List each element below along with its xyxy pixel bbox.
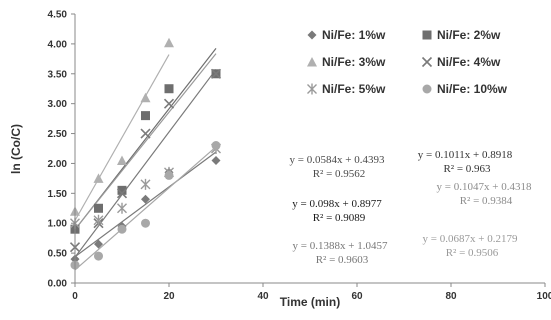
equation-text: y = 0.1388x + 1.0457 bbox=[293, 240, 388, 252]
data-point bbox=[164, 84, 174, 94]
legend-label: Ni/Fe: 3%w bbox=[322, 55, 386, 69]
legend-label: Ni/Fe: 10%w bbox=[437, 82, 508, 96]
data-point bbox=[117, 224, 127, 234]
data-point bbox=[141, 111, 150, 121]
legend-label: Ni/Fe: 4%w bbox=[437, 55, 501, 69]
data-point bbox=[140, 92, 151, 103]
legend-marker bbox=[307, 57, 317, 67]
data-point bbox=[117, 155, 127, 165]
r-squared-text: R² = 0.9506 bbox=[446, 247, 499, 259]
x-tick-label: 100 bbox=[537, 291, 551, 302]
data-point bbox=[94, 251, 103, 261]
data-point bbox=[93, 173, 104, 183]
data-point bbox=[211, 155, 221, 165]
equation-text: y = 0.0584x + 0.4393 bbox=[290, 154, 385, 166]
data-point bbox=[210, 68, 222, 79]
legend: Ni/Fe: 1%w Ni/Fe: 2%w Ni/Fe: 3%w Ni/Fe: 4%w… bbox=[307, 28, 508, 96]
x-axis-label: Time (min) bbox=[280, 295, 340, 309]
y-tick-label: 4.00 bbox=[48, 39, 68, 50]
data-point bbox=[141, 194, 150, 204]
equation-text: y = 0.098x + 0.8977 bbox=[292, 198, 382, 210]
y-axis-label: ln (Co/C) bbox=[9, 124, 23, 174]
x-tick-label: 60 bbox=[351, 291, 363, 302]
y-tick-label: 0.50 bbox=[48, 249, 68, 260]
data-point bbox=[211, 141, 221, 151]
y-tick-label: 2.00 bbox=[48, 159, 68, 170]
data-point bbox=[164, 170, 174, 180]
x-tick-label: 40 bbox=[257, 291, 269, 302]
legend-marker bbox=[422, 30, 432, 40]
equation-text: y = 0.1047x + 0.4318 bbox=[437, 181, 532, 193]
legend-marker bbox=[307, 83, 317, 95]
trendline-equations: y = 0.0584x + 0.4393 R² = 0.9562 y = 0.101… bbox=[290, 149, 532, 266]
y-tick-label: 3.50 bbox=[48, 69, 68, 80]
x-tick-label: 20 bbox=[163, 291, 175, 302]
trendline bbox=[74, 53, 217, 230]
equation-text: y = 0.0687x + 0.2179 bbox=[423, 233, 518, 245]
axis-ticks: 0.00 0.50 1.00 1.50 2.00 2.50 3.00 3.50 4.00 4.50… bbox=[48, 10, 551, 303]
legend-marker bbox=[421, 56, 433, 68]
data-point bbox=[164, 37, 174, 48]
legend-label: Ni/Fe: 1%w bbox=[322, 28, 386, 42]
trendline bbox=[74, 151, 217, 258]
y-tick-label: 1.50 bbox=[48, 189, 68, 200]
y-tick-label: 3.00 bbox=[48, 99, 68, 110]
data-point bbox=[93, 214, 104, 226]
data-point bbox=[94, 239, 103, 249]
data-point bbox=[117, 185, 127, 195]
data-point bbox=[117, 202, 127, 214]
data-markers bbox=[69, 37, 222, 270]
trendline bbox=[74, 69, 217, 258]
r-squared-text: R² = 0.963 bbox=[443, 163, 491, 175]
trendline bbox=[74, 54, 170, 221]
legend-label: Ni/Fe: 5%w bbox=[322, 82, 386, 96]
legend-marker bbox=[422, 84, 432, 94]
data-point bbox=[116, 188, 128, 199]
data-point bbox=[163, 98, 175, 109]
equation-text: y = 0.1011x + 0.8918 bbox=[418, 149, 513, 161]
legend-label: Ni/Fe: 2%w bbox=[437, 28, 501, 42]
legend-marker bbox=[307, 30, 317, 40]
y-tick-label: 2.50 bbox=[48, 129, 68, 140]
data-point bbox=[94, 203, 103, 213]
x-tick-label: 0 bbox=[72, 291, 78, 302]
y-tick-label: 0.00 bbox=[48, 279, 68, 290]
r-squared-text: R² = 0.9384 bbox=[460, 195, 513, 207]
y-tick-label: 1.00 bbox=[48, 219, 68, 230]
y-tick-label: 4.50 bbox=[48, 10, 68, 21]
data-point bbox=[141, 218, 150, 228]
r-squared-text: R² = 0.9603 bbox=[316, 254, 369, 266]
data-point bbox=[140, 128, 151, 139]
trendline bbox=[74, 146, 217, 271]
fit-lines bbox=[74, 48, 217, 271]
r-squared-text: R² = 0.9562 bbox=[313, 168, 366, 180]
x-tick-label: 80 bbox=[445, 291, 457, 302]
data-point bbox=[140, 178, 151, 190]
r-squared-text: R² = 0.9089 bbox=[313, 212, 366, 224]
